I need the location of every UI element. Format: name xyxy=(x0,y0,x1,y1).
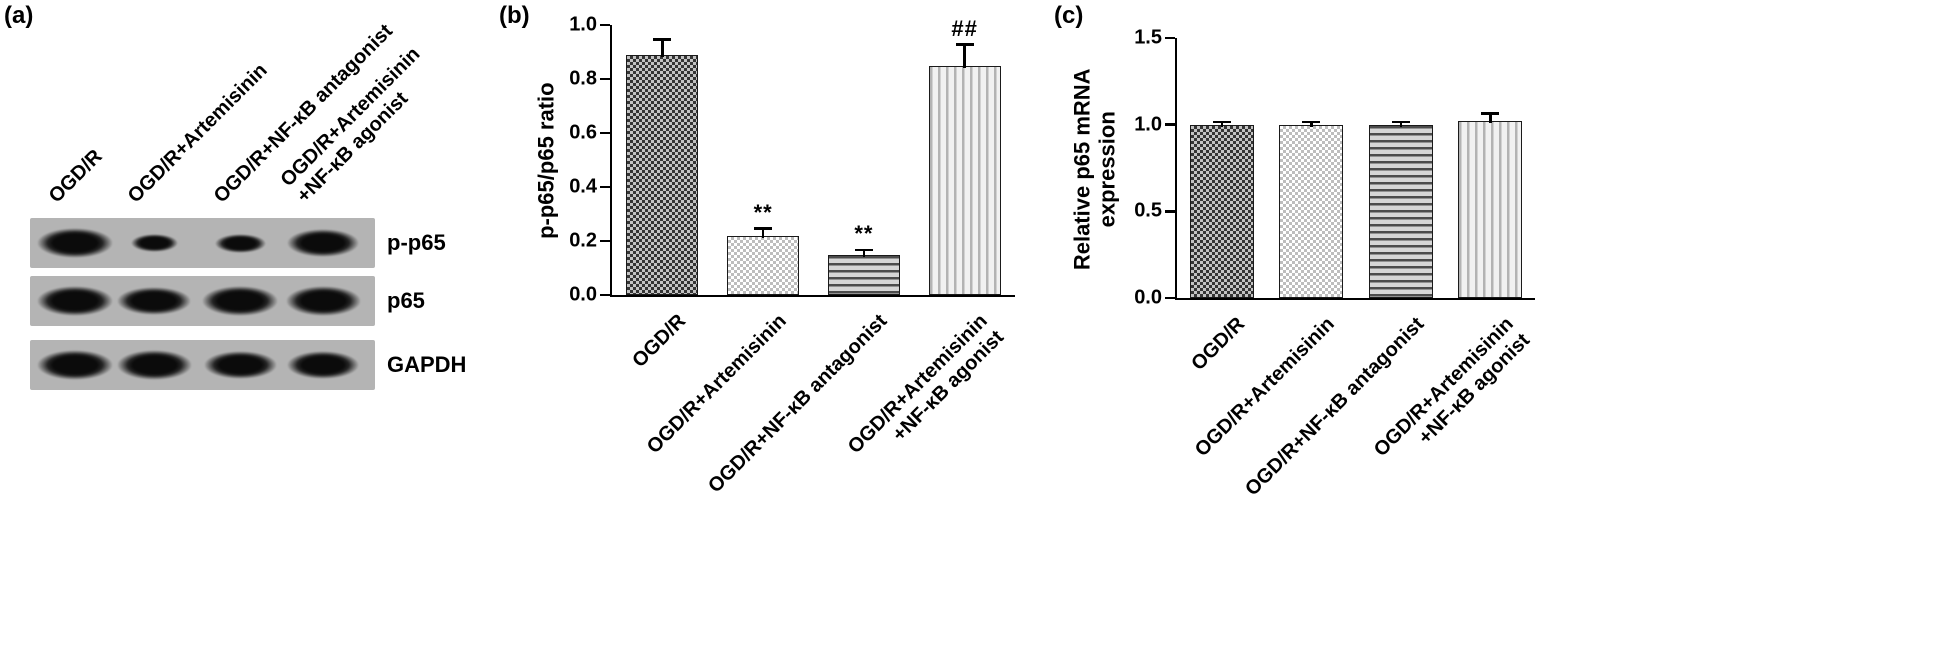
protein-band xyxy=(202,286,279,316)
protein-band xyxy=(203,350,278,380)
bar-4 xyxy=(928,65,1001,295)
error-bar xyxy=(761,227,765,238)
blot-row-label: p-p65 xyxy=(387,230,446,255)
error-bar xyxy=(1220,121,1223,127)
y-axis-title-wrap: p-p65/p65 ratio xyxy=(529,25,563,297)
error-bar-cap xyxy=(854,248,873,252)
y-tick-mark xyxy=(1165,36,1175,40)
panel-b-letter: (b) xyxy=(499,2,530,29)
y-axis-title-wrap: Relative p65 mRNA expression xyxy=(1064,38,1126,300)
bar-2 xyxy=(1279,124,1344,298)
y-tick-label: 0.0 xyxy=(569,283,597,306)
x-axis-labels: OGD/R OGD/R+Artemisinin OGD/R+NF-κB antago… xyxy=(610,302,1015,650)
panel-a-letter: (a) xyxy=(4,2,34,29)
y-tick-mark xyxy=(600,131,610,135)
y-tick-mark xyxy=(600,293,610,297)
panel-c-letter: (c) xyxy=(1054,2,1084,29)
error-bar-cap xyxy=(1481,112,1500,115)
error-bar-cap xyxy=(754,227,773,230)
y-axis-title: Relative p65 mRNA expression xyxy=(1069,68,1120,270)
blot-row-label: p65 xyxy=(387,288,425,313)
x-axis-labels: OGD/R OGD/R+Artemisinin OGD/R+NF-κB antago… xyxy=(1175,305,1535,650)
error-bar-cap xyxy=(955,43,974,46)
y-tick-label: 0.5 xyxy=(1134,199,1162,222)
error-bar xyxy=(1489,112,1492,124)
panel-c-bar-chart: (c) Relative p65 mRNA expression 0.0 0.5 1… xyxy=(1050,0,1690,653)
plot-area: 0.0 0.2 0.4 0.6 0.8 1.0 ** ** ## xyxy=(569,14,1015,306)
x-axis-label: OGD/R xyxy=(1187,313,1250,375)
y-tick-mark xyxy=(1165,123,1175,126)
lane-label: OGD/R xyxy=(44,145,107,208)
protein-band xyxy=(285,286,361,316)
blot-row: p-p65 xyxy=(30,218,446,268)
error-bar-cap xyxy=(1302,120,1321,124)
bar-1 xyxy=(1189,124,1254,298)
protein-band xyxy=(214,233,266,253)
protein-band xyxy=(36,228,113,258)
error-bar xyxy=(862,249,866,257)
protein-band xyxy=(130,234,178,252)
x-axis-label: OGD/R+NF-κB antagonist xyxy=(704,310,892,498)
panel-a-western-blot: (a) OGD/R OGD/R+Artemisinin OGD/R+NF-κB an… xyxy=(0,0,490,653)
bar-4 xyxy=(1458,121,1523,298)
blot-rows: p-p65 p65 GAPDH xyxy=(30,218,466,390)
lane-label: OGD/R+Artemisinin xyxy=(123,59,272,208)
y-tick-mark xyxy=(1165,296,1175,300)
protein-band xyxy=(36,350,113,380)
error-bar xyxy=(1310,121,1313,127)
error-bar-cap xyxy=(1391,120,1410,124)
bar-3 xyxy=(827,254,900,295)
y-tick-label: 1.0 xyxy=(569,13,597,36)
protein-band xyxy=(287,228,360,258)
plot-area: 0.0 0.5 1.0 1.5 xyxy=(1134,27,1535,309)
y-tick-mark xyxy=(600,239,610,243)
protein-band xyxy=(116,350,192,380)
y-axis-title: p-p65/p65 ratio xyxy=(533,82,559,240)
bar-1 xyxy=(626,54,699,295)
significance-annotation: ** xyxy=(854,221,874,247)
y-tick-label: 1.0 xyxy=(1134,113,1162,136)
error-bar xyxy=(661,38,664,57)
protein-band xyxy=(117,286,191,316)
y-tick-mark xyxy=(600,23,610,27)
protein-band xyxy=(287,350,360,380)
error-bar xyxy=(1399,121,1402,127)
blot-row: GAPDH xyxy=(30,340,466,390)
y-tick-mark xyxy=(600,185,610,189)
significance-annotation: ## xyxy=(951,15,978,41)
blot-row-label: GAPDH xyxy=(387,352,467,377)
lane-labels: OGD/R OGD/R+Artemisinin OGD/R+NF-κB antago… xyxy=(30,0,425,212)
bar-3 xyxy=(1368,124,1433,298)
error-bar-cap xyxy=(653,38,672,41)
panel-b-bar-chart: (b) p-p65/p65 ratio 0.0 0.2 0.4 0.6 0.8 1.0 **… xyxy=(495,0,1055,653)
y-tick-label: 0.2 xyxy=(569,229,597,252)
y-tick-mark xyxy=(1165,210,1175,213)
protein-band xyxy=(36,286,113,316)
y-tick-label: 0.8 xyxy=(569,67,597,90)
y-tick-label: 0.0 xyxy=(1134,286,1162,309)
y-tick-mark xyxy=(600,77,610,81)
error-bar xyxy=(963,43,966,68)
error-bar-cap xyxy=(1212,120,1231,124)
bar-2 xyxy=(727,235,800,295)
significance-annotation: ** xyxy=(753,199,773,225)
y-tick-label: 0.4 xyxy=(569,175,597,198)
y-tick-label: 0.6 xyxy=(569,121,597,144)
blot-row: p65 xyxy=(30,276,425,326)
y-tick-label: 1.5 xyxy=(1134,26,1162,49)
x-axis-label: OGD/R xyxy=(628,310,690,372)
